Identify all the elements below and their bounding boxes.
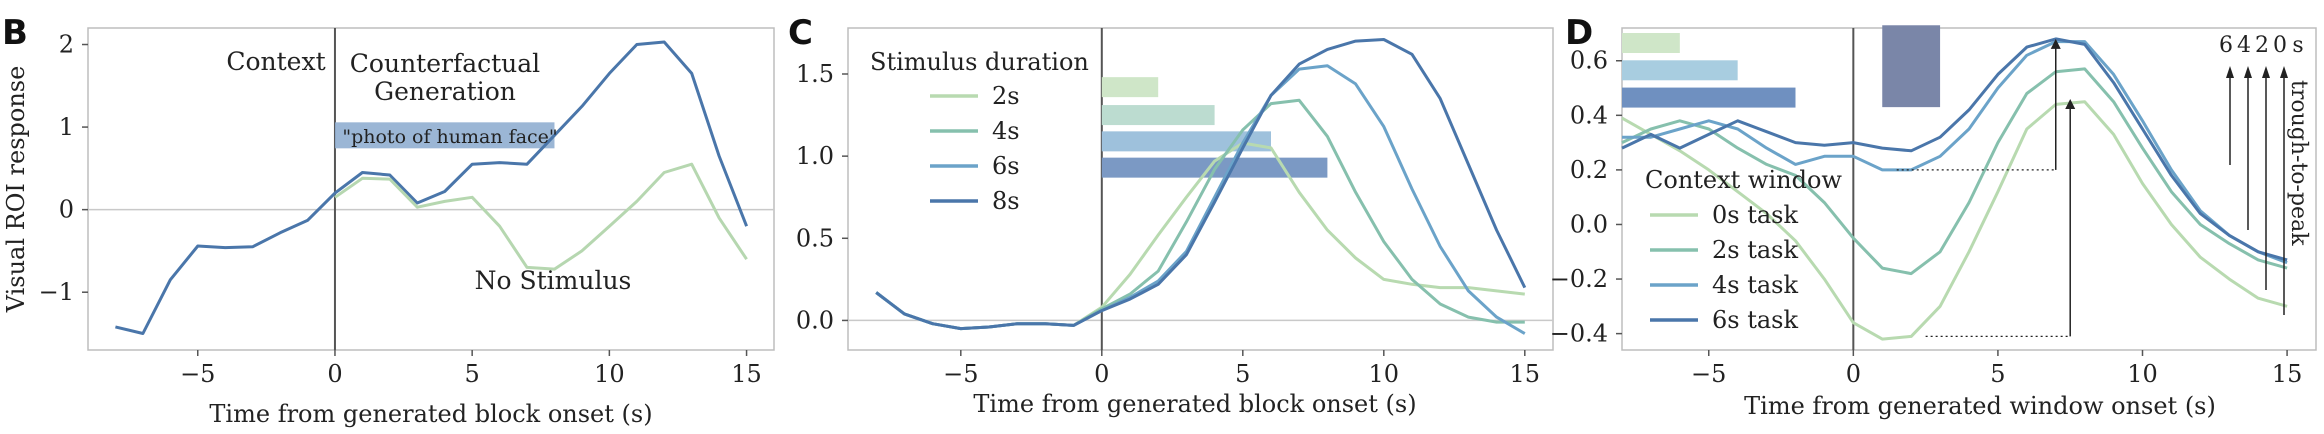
trough-to-peak-column-label: s [2292,33,2303,58]
x-tick-label-c: 5 [1235,360,1250,388]
legend-label: 8s [992,187,1020,215]
series-line-d [1622,40,2288,265]
x-axis-label-c: Time from generated block onset (s) [973,390,1416,418]
x-tick-label-d: 15 [2272,360,2303,388]
y-tick-label-d: 0.2 [1570,156,1608,184]
trough-to-peak-column-arrow-head [2280,66,2288,78]
plot-area-c [847,27,1554,351]
trough-to-peak-column-label: 6 [2219,33,2233,58]
legend-c: 2s 4s 6s 8s [930,82,1020,215]
legend-label: 0s task [1712,201,1798,229]
peak-arrow-head [2050,38,2061,49]
context-bar [1622,87,1796,108]
x-tick-label-b: −5 [180,360,215,388]
series-line-c [875,38,1527,331]
x-tick-label-b: 5 [465,360,480,388]
window-block [1882,25,1941,108]
x-tick-label-b: 0 [327,360,342,388]
x-tick-label-c: 0 [1094,360,1109,388]
legend-d: 0s task 2s task 4s task 6s task [1650,201,1798,334]
panel-d: D −5 0 5 10 15 −0.4 −0.2 0.0 0.2 0.4 0.6 Time from… [1550,13,2317,420]
context-label: Context [226,47,325,76]
series-line-d [1621,100,2288,341]
trough-to-peak-column-label: 2 [2255,33,2269,58]
trough-to-peak-column-label: 0 [2273,33,2287,58]
context-bar [1622,33,1680,54]
y-tick-label-d: −0.2 [1550,265,1608,293]
x-tick-label-c: −5 [943,360,978,388]
chart-content-d: −5 0 5 10 15 −0.4 −0.2 0.0 0.2 0.4 0.6 [1550,25,2303,388]
plot-area-b [87,27,775,351]
y-tick-label-b: 2 [59,31,74,59]
legend-title-c: Stimulus duration [870,48,1089,76]
trough-to-peak-column-label: 4 [2237,33,2251,58]
prompt-label: "photo of human face" [342,126,557,148]
x-axis-label-d: Time from generated window onset (s) [1744,392,2216,420]
chart-content-b: −5 0 5 10 15 −1 0 1 2 [39,28,774,388]
y-tick-label-d: 0.0 [1570,210,1608,238]
legend-label: 4s task [1712,271,1798,299]
x-tick-label-c: 10 [1369,360,1400,388]
duration-bar [1101,77,1159,98]
series-line-d [1621,37,2288,262]
y-tick-label-d: −0.4 [1550,320,1608,348]
series-line-b [115,40,748,335]
y-tick-label-b: 1 [59,113,74,141]
trough-to-peak-column-arrow-head [2244,66,2252,78]
chart-content-c: −5 0 5 10 15 0.0 0.5 1.0 1.5 [796,28,1553,388]
panel-letter-c: C [788,13,813,53]
y-tick-label-c: 0.0 [796,306,834,334]
y-tick-label-d: 0.6 [1570,47,1608,75]
panel-letter-b: B [2,13,28,53]
plot-area-d [1621,27,2317,351]
x-tick-label-d: 0 [1846,360,1861,388]
y-tick-label-b: 0 [59,196,74,224]
panel-c: C −5 0 5 10 15 0.0 0.5 1.0 1.5 Time from generat… [788,13,1554,418]
x-tick-label-d: 5 [1990,360,2005,388]
x-tick-label-d: −5 [1691,360,1726,388]
duration-bar [1101,105,1215,126]
x-tick-label-c: 15 [1510,360,1541,388]
panel-letter-d: D [1565,13,1593,53]
series-line-b [334,162,748,271]
x-axis-label-b: Time from generated block onset (s) [209,400,652,428]
y-tick-label-c: 1.0 [796,142,834,170]
context-bar [1622,60,1738,81]
y-tick-label-c: 0.5 [796,224,834,252]
legend-label: 6s task [1712,306,1798,334]
legend-label: 2s [992,82,1020,110]
legend-label: 6s [992,152,1020,180]
legend-label: 4s [992,117,1020,145]
x-tick-label-b: 15 [731,360,762,388]
generation-label-line2: Generation [374,77,516,106]
prompt-bar [334,122,555,149]
trough-to-peak-column-arrow-head [2262,66,2270,78]
legend-title-d: Context window [1645,166,1842,194]
x-tick-label-d: 10 [2127,360,2158,388]
peak-arrow-head [2065,98,2076,109]
trough-to-peak-column-arrow-head [2226,66,2234,78]
panel-b: B −5 0 5 10 15 −1 0 1 2 Visual ROI response Time… [2,13,775,428]
series-line-d [1621,67,2288,276]
y-tick-label-b: −1 [39,278,74,306]
legend-label: 2s task [1712,236,1798,264]
no-stimulus-label: No Stimulus [475,266,632,295]
x-tick-label-b: 10 [594,360,625,388]
y-axis-label-b: Visual ROI response [2,66,30,314]
y-tick-label-d: 0.4 [1570,101,1608,129]
generation-label-line1: Counterfactual [350,49,540,78]
y-tick-label-c: 1.5 [796,60,834,88]
trough-to-peak-label: trough-to-peak [2286,80,2311,246]
duration-bar [1101,131,1271,152]
